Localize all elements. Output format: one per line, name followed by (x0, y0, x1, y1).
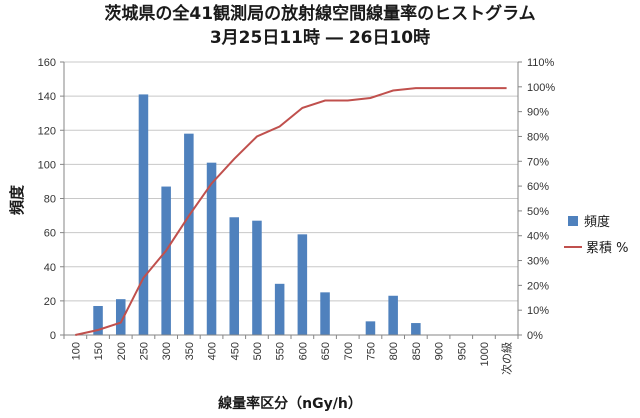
y-tick-label: 120 (38, 125, 56, 137)
axes (60, 61, 522, 339)
frequency-bar (388, 295, 398, 335)
x-tick-label: 次の級 (500, 342, 514, 375)
y-tick-label: 160 (38, 57, 56, 69)
x-tick-label: 750 (365, 342, 377, 360)
frequency-bar (365, 321, 376, 335)
y-tick-label: 140 (38, 91, 56, 103)
y2-tick-label: 20% (527, 280, 549, 292)
x-tick-label: 450 (229, 342, 241, 360)
cumulative-percent-line (75, 87, 507, 336)
y2-tick-label: 0% (527, 330, 543, 342)
frequency-bar (229, 217, 240, 335)
frequency-bar (184, 133, 194, 335)
x-tick-label: 650 (320, 342, 332, 360)
gridlines (64, 61, 518, 302)
x-tick-label: 550 (275, 342, 287, 360)
x-tick-label: 850 (411, 342, 423, 360)
y2-tick-label: 50% (527, 206, 549, 218)
y-tick-label: 60 (44, 228, 56, 240)
x-tick-label: 900 (434, 342, 446, 360)
chart-subtitle: 3月25日11時 ― 26日10時 (209, 28, 431, 48)
x-tick-label: 350 (184, 342, 196, 360)
y2-tick-label: 30% (527, 256, 549, 268)
frequency-bar (297, 234, 308, 335)
y2-tick-label: 40% (527, 231, 549, 243)
x-tick-label: 400 (207, 342, 219, 360)
chart-title: 茨城県の全41観測局の放射線空間線量率のヒストグラム (104, 4, 536, 24)
frequency-bar (274, 283, 285, 335)
x-tick-label: 950 (456, 342, 468, 360)
y2-tick-label: 100% (527, 82, 555, 94)
frequency-bar (115, 299, 126, 335)
y-tick-label: 40 (44, 262, 56, 274)
frequency-bar (320, 292, 330, 335)
x-tick-label: 700 (343, 342, 355, 360)
y2-tick-label: 90% (527, 107, 549, 119)
y-tick-label: 20 (44, 296, 56, 308)
x-axis-title: 線量率区分（nGy/h） (218, 395, 362, 412)
frequency-bar (206, 162, 217, 335)
y-axis-left-tick-labels: 0 20 40 60 80 100 120 140 160 (38, 57, 56, 342)
frequency-bars (93, 94, 421, 335)
frequency-bar (252, 220, 262, 335)
x-tick-label: 300 (161, 342, 173, 360)
legend: 頻度 累積 % (564, 214, 629, 256)
frequency-bar (411, 323, 421, 335)
legend-bar-swatch (568, 216, 578, 226)
y-tick-label: 100 (38, 159, 56, 171)
y-axis-right-tick-labels: 0% 10% 20% 30% 40% 50% 60% 70% 80% 90% 100% 110% (527, 57, 555, 342)
legend-bar-label: 頻度 (584, 214, 610, 230)
x-tick-label: 500 (252, 342, 264, 360)
frequency-bar (161, 186, 171, 335)
x-axis-tick-labels: 100 150 200 250 300 350 400 450 500 550 600 650 700 7… (70, 342, 513, 375)
frequency-bar (138, 94, 149, 335)
x-tick-label: 200 (116, 342, 128, 360)
x-tick-label: 150 (93, 342, 105, 360)
x-tick-label: 1000 (479, 342, 491, 366)
y2-tick-label: 80% (527, 131, 549, 143)
legend-line-label: 累積 % (586, 241, 629, 256)
y-tick-label: 0 (50, 330, 56, 342)
y-axis-title: 頻度 (8, 184, 26, 215)
x-tick-label: 250 (138, 342, 150, 360)
x-tick-label: 800 (388, 342, 400, 360)
y2-tick-label: 70% (527, 156, 549, 168)
y2-tick-label: 10% (527, 305, 549, 317)
x-tick-label: 100 (70, 342, 82, 360)
y-tick-label: 80 (44, 194, 56, 206)
y2-tick-label: 60% (527, 181, 549, 193)
x-tick-label: 600 (297, 342, 309, 360)
frequency-bar (93, 305, 103, 335)
y2-tick-label: 110% (527, 57, 555, 69)
